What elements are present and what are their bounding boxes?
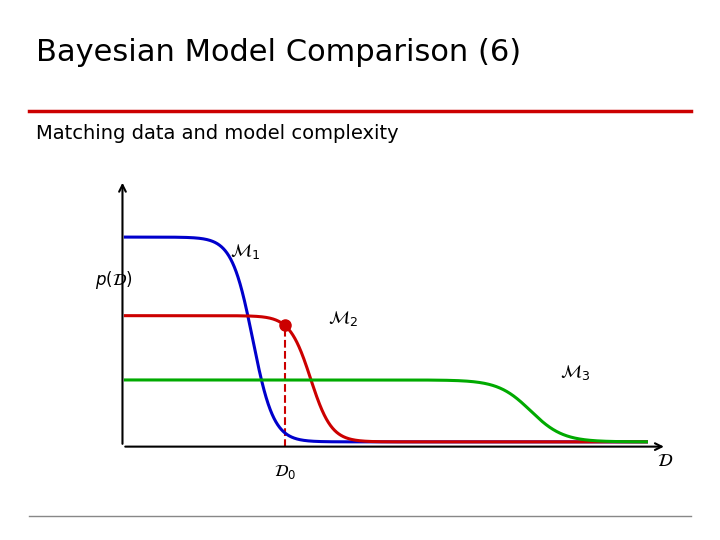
Text: Bayesian Model Comparison (6): Bayesian Model Comparison (6) [36,38,521,67]
Text: $\mathcal{M}_3$: $\mathcal{M}_3$ [559,363,590,382]
Text: Matching data and model complexity: Matching data and model complexity [36,124,399,143]
Text: $\mathcal{M}_1$: $\mathcal{M}_1$ [230,242,260,261]
Text: $\mathcal{D}$: $\mathcal{D}$ [657,452,673,470]
Text: $p(\mathcal{D})$: $p(\mathcal{D})$ [95,269,132,291]
Text: $\mathcal{D}_0$: $\mathcal{D}_0$ [274,463,296,481]
Text: $\mathcal{M}_2$: $\mathcal{M}_2$ [328,308,358,328]
